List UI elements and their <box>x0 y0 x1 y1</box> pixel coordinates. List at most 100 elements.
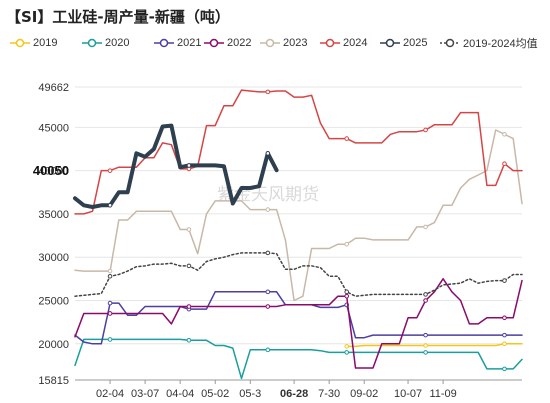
chart-title: 【SI】工业硅-周产量-新疆（吨） <box>6 8 230 26</box>
legend-swatch <box>10 38 30 48</box>
data-point <box>423 350 428 355</box>
data-point <box>186 227 192 232</box>
data-point <box>502 131 507 137</box>
legend-label: 2019-2024均值 <box>463 38 538 50</box>
data-point <box>502 366 507 372</box>
chart-legend: 2019 2020 2021 2022 2023 2024 2025 2019-2024均值 <box>8 35 548 51</box>
data-point <box>186 263 192 269</box>
x-tick-label: 7-30 <box>318 388 340 400</box>
legend-item[interactable]: 2021 <box>154 35 201 51</box>
x-tick-label: 11-09 <box>429 388 456 400</box>
current-value-label: 40050 <box>33 163 69 178</box>
data-point <box>265 289 271 295</box>
data-point <box>186 163 192 168</box>
data-point <box>107 273 113 279</box>
legend-item[interactable]: 2020 <box>82 35 129 51</box>
series-2019-2024均值 <box>74 250 523 297</box>
data-point <box>502 315 507 321</box>
x-tick-label: 09-02 <box>350 388 378 400</box>
data-point <box>502 341 507 347</box>
series-2022 <box>74 278 523 369</box>
series-line <box>345 343 523 348</box>
series-line <box>74 89 523 215</box>
data-point <box>107 168 113 173</box>
data-point <box>423 298 428 303</box>
data-point <box>502 161 507 167</box>
data-point <box>423 224 428 230</box>
data-point <box>423 292 428 297</box>
series-line <box>74 291 523 345</box>
legend-item[interactable]: 2025 <box>380 35 427 51</box>
x-tick-label: 10-07 <box>394 388 422 400</box>
series-line <box>74 252 523 297</box>
data-point <box>344 241 350 247</box>
legend-swatch <box>154 38 174 48</box>
data-point <box>107 337 113 342</box>
data-point <box>265 207 271 212</box>
data-point <box>344 350 350 355</box>
x-tick-label: 06-28 <box>280 388 308 400</box>
legend-label: 2024 <box>343 37 368 49</box>
data-point <box>107 311 113 316</box>
legend-label: 2023 <box>283 37 308 49</box>
legend-item[interactable]: 2022 <box>204 35 251 51</box>
legend-label: 2021 <box>177 37 202 49</box>
y-tick-label: 20000 <box>38 339 69 351</box>
series-line <box>74 338 523 380</box>
legend-swatch <box>82 38 102 48</box>
data-point <box>186 338 192 343</box>
data-point <box>344 289 350 295</box>
series-2020 <box>74 337 523 380</box>
legend-swatch <box>204 38 224 48</box>
series-line <box>74 278 523 369</box>
data-point <box>344 293 350 299</box>
series-2024 <box>74 89 523 215</box>
x-tick-label: 05-3 <box>239 388 261 400</box>
data-point <box>186 304 192 309</box>
series-2019 <box>344 341 523 349</box>
legend-swatch <box>320 38 340 48</box>
series-line <box>74 129 523 302</box>
data-point <box>423 343 428 348</box>
x-tick-label: 05-02 <box>201 388 229 400</box>
legend-swatch <box>260 38 280 48</box>
data-point <box>502 332 507 338</box>
data-point <box>265 151 271 156</box>
y-tick-label: 35000 <box>38 209 69 221</box>
y-tick-label: 15815 <box>38 375 69 387</box>
y-tick-label: 40000 <box>38 166 69 178</box>
data-point <box>502 278 507 283</box>
data-point <box>423 127 428 133</box>
y-tick-label: 25000 <box>38 295 69 307</box>
legend-swatch <box>440 38 460 48</box>
data-point <box>265 89 271 95</box>
data-point <box>107 300 113 306</box>
series-2025 <box>73 123 279 209</box>
y-tick-label: 45000 <box>38 122 69 134</box>
data-point <box>107 202 113 208</box>
data-point <box>265 304 271 309</box>
data-point <box>344 344 350 349</box>
legend-item[interactable]: 2023 <box>260 35 307 51</box>
data-point <box>423 332 428 338</box>
legend-label: 2022 <box>227 37 252 49</box>
legend-label: 2019 <box>33 37 58 49</box>
data-point <box>107 268 113 274</box>
legend-item[interactable]: 2019 <box>10 35 57 51</box>
data-point <box>265 347 271 353</box>
data-point <box>344 136 350 141</box>
y-tick-label: 49662 <box>38 82 69 94</box>
x-tick-label: 02-04 <box>96 388 124 400</box>
legend-item[interactable]: 2024 <box>320 35 367 51</box>
series-2023 <box>74 129 523 302</box>
legend-label: 2025 <box>403 37 428 49</box>
legend-label: 2020 <box>105 37 130 49</box>
x-tick-label: 03-07 <box>131 388 159 400</box>
legend-swatch <box>380 38 400 48</box>
data-point <box>265 250 271 256</box>
x-tick-label: 04-04 <box>166 388 194 400</box>
legend-item[interactable]: 2019-2024均值 <box>440 35 538 51</box>
y-tick-label: 30000 <box>38 252 69 264</box>
